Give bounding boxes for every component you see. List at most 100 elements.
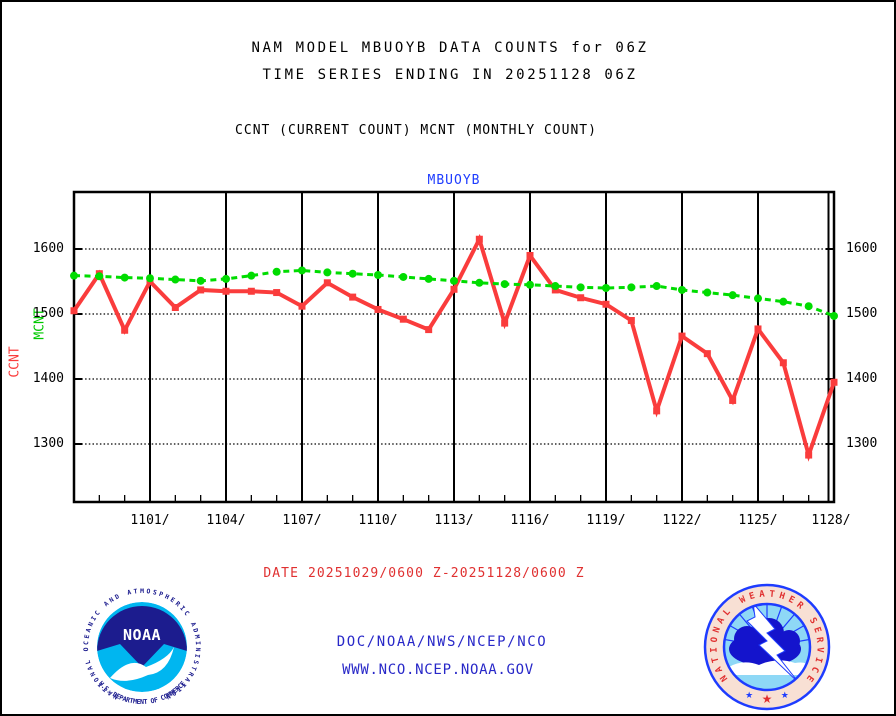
svg-text:★: ★ (781, 691, 789, 701)
svg-text:I: I (96, 680, 105, 688)
svg-text:A: A (84, 627, 93, 633)
svg-text:L: L (84, 659, 93, 665)
svg-text:D: D (191, 627, 200, 633)
y-tick-left-1600: 1600 (32, 241, 64, 256)
x-tick-1107: 1107/ (282, 513, 322, 528)
svg-text:★: ★ (745, 691, 753, 701)
svg-text:L: L (722, 607, 733, 618)
svg-text:O: O (710, 636, 721, 643)
svg-text:E: E (748, 591, 756, 602)
svg-text:N: N (194, 647, 202, 651)
svg-text:A: A (183, 676, 192, 684)
svg-text:E: E (169, 596, 177, 605)
svg-text:A: A (716, 616, 728, 626)
svg-text:O: O (92, 676, 101, 684)
svg-text:D: D (111, 690, 118, 699)
svg-text:E: E (171, 687, 179, 696)
svg-text:P: P (158, 590, 164, 599)
svg-text:O: O (150, 697, 155, 706)
svg-text:R: R (794, 600, 805, 612)
y-tick-right-1500: 1500 (846, 306, 878, 321)
svg-text:S: S (807, 616, 818, 626)
svg-text:C: C (809, 665, 820, 674)
svg-text:C: C (159, 693, 166, 702)
svg-text:R: R (174, 600, 182, 609)
svg-text:E: E (114, 692, 121, 701)
noaa-acronym-text: NOAA (123, 626, 161, 644)
svg-text:N: N (108, 596, 116, 605)
svg-text:W: W (738, 594, 748, 606)
svg-text:A: A (714, 664, 726, 674)
svg-text:T: T (189, 665, 198, 672)
x-tick-1122: 1122/ (662, 513, 702, 528)
svg-text:S: S (191, 659, 200, 665)
svg-text:E: E (83, 634, 92, 639)
svg-text:R: R (125, 696, 131, 705)
svg-text:O: O (170, 689, 178, 698)
svg-text:I: I (175, 685, 183, 694)
svg-text:V: V (814, 647, 824, 654)
svg-text:T: T (769, 590, 776, 601)
series-legend-text: CCNT (CURRENT COUNT) MCNT (MONTHLY COUNT… (235, 123, 597, 138)
svg-text:I: I (709, 647, 719, 653)
svg-text:I: I (194, 641, 202, 646)
svg-text:N: N (165, 692, 172, 701)
svg-text:C: C (176, 682, 184, 691)
svg-text:S: S (102, 684, 110, 693)
svg-text:T: T (710, 655, 721, 663)
y-tick-left-1500: 1500 (32, 306, 64, 321)
svg-text:T: T (179, 680, 188, 688)
page-title: NAM MODEL MBUOYB DATA COUNTS for 06Z (251, 40, 649, 56)
y-tick-right-1600: 1600 (846, 241, 878, 256)
svg-text:H: H (778, 591, 786, 602)
svg-text:E: E (136, 698, 141, 706)
svg-text:A: A (102, 599, 110, 608)
svg-text:★: ★ (762, 692, 773, 706)
svg-text:H: H (163, 592, 170, 601)
svg-text:O: O (162, 692, 169, 701)
svg-text:M: M (132, 697, 137, 705)
svg-text:A: A (759, 589, 766, 600)
y-tick-right-1300: 1300 (846, 436, 878, 451)
svg-text:I: I (89, 615, 98, 623)
x-tick-1101: 1101/ (130, 513, 170, 528)
x-tick-1119: 1119/ (586, 513, 626, 528)
svg-text:.: . (105, 687, 113, 696)
svg-text:C: C (182, 609, 191, 617)
svg-text:O: O (82, 647, 90, 651)
chart-title: MBUOYB (427, 173, 481, 188)
date-range-text: DATE 20251029/0600 Z-20251128/0600 Z (263, 566, 585, 581)
svg-text:R: R (186, 670, 195, 677)
svg-text:A: A (121, 695, 127, 704)
svg-text:E: E (811, 626, 822, 634)
svg-text:E: E (786, 595, 795, 606)
svg-text:T: T (143, 698, 148, 706)
organization-text: DOC/NOAA/NWS/NCEP/NCO (336, 634, 548, 650)
svg-text:N: N (712, 626, 723, 634)
x-tick-1113: 1113/ (434, 513, 474, 528)
svg-text:N: N (86, 621, 95, 628)
svg-text:D: D (114, 592, 121, 601)
svg-text:N: N (140, 698, 144, 706)
page-subtitle: TIME SERIES ENDING IN 20251128 06Z (262, 67, 638, 83)
svg-text:M: M (140, 587, 144, 595)
svg-text:T: T (133, 587, 138, 595)
svg-text:.: . (99, 682, 107, 691)
svg-text:M: M (165, 690, 172, 699)
website-url-text: WWW.NCO.NCEP.NOAA.GOV (342, 662, 534, 678)
y-tick-left-1400: 1400 (32, 371, 64, 386)
svg-text:A: A (86, 665, 95, 672)
svg-text:C: C (82, 641, 90, 646)
svg-text:N: N (88, 670, 97, 677)
svg-text:S: S (152, 588, 158, 597)
svg-text:I: I (193, 653, 202, 658)
svg-text:A: A (189, 621, 198, 628)
svg-text:C: C (93, 609, 102, 617)
svg-text:F: F (153, 696, 159, 705)
svg-text:M: M (193, 634, 202, 639)
svg-text:I: I (812, 656, 823, 664)
x-tick-1110: 1110/ (358, 513, 398, 528)
